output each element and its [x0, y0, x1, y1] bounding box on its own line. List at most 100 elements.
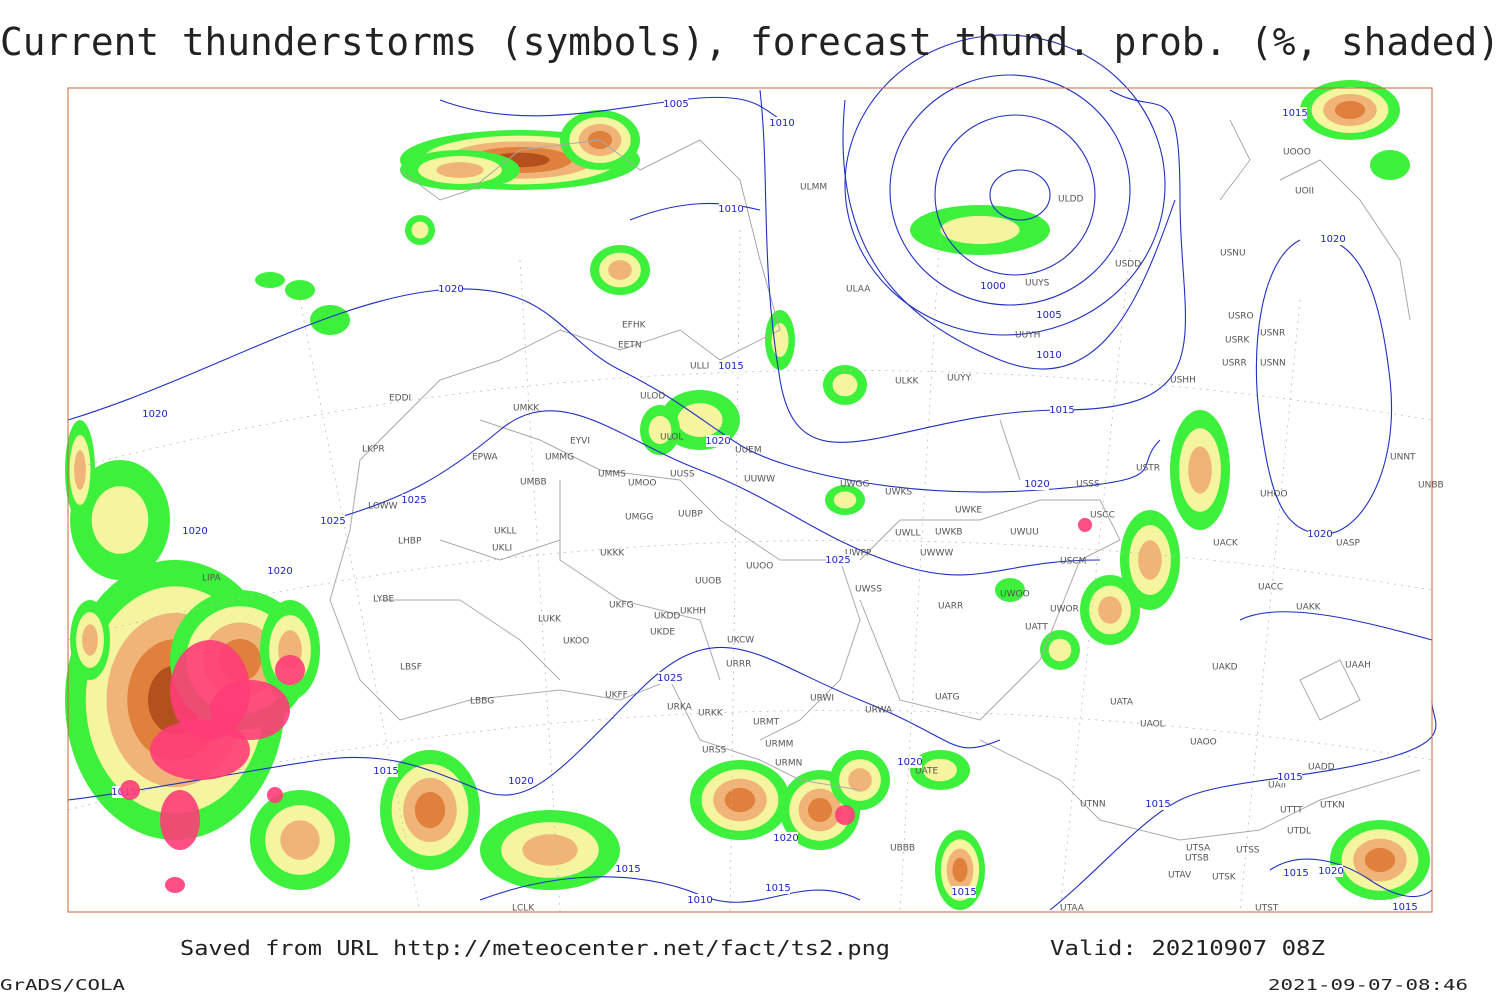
station-label: UTAV [1168, 871, 1192, 881]
station-label: UWLL [895, 529, 921, 539]
station-labels: ULMM ULAA ULDD UUYS USDD USNU UOII UOOO USRO USRK… [202, 148, 1444, 914]
station-label: UMMS [598, 470, 626, 480]
isobar-label: 1020 [438, 284, 463, 295]
probability-area [1188, 446, 1212, 494]
timestamp: 2021-09-07-08:46 [1268, 976, 1468, 994]
isobar-label-bg [719, 360, 743, 372]
station-label: UTST [1255, 904, 1279, 914]
software: GrADS/COLA [0, 976, 125, 994]
isobar-label-bg [374, 765, 398, 777]
station-label: UKFG [609, 601, 634, 611]
station-label: UWWW [920, 549, 953, 559]
isobar-label-bg [952, 886, 976, 898]
isobar-label-bg [981, 280, 1005, 292]
isobar-label: 1020 [508, 776, 533, 787]
probability-area [724, 787, 756, 813]
station-label: UKCW [727, 636, 754, 646]
isobar-label-bg [1284, 867, 1308, 879]
isobar-label-bg [183, 525, 207, 537]
station-label: UTTT [1280, 806, 1303, 816]
probability-area [411, 221, 429, 239]
station-label: UNBB [1418, 481, 1444, 491]
station-label: USRR [1222, 359, 1247, 369]
probability-area [280, 820, 320, 860]
station-label: USCM [1060, 557, 1086, 567]
station-label: URMM [765, 740, 793, 750]
station-label: ULOD [640, 392, 665, 402]
probability-area [414, 791, 446, 829]
station-label: UUYS [1025, 279, 1050, 289]
isobar-label-bg [268, 565, 292, 577]
station-label: USNU [1220, 249, 1246, 259]
thunderstorm-symbol [267, 787, 283, 803]
isobar-label: 1020 [705, 436, 730, 447]
station-label: UOOO [1283, 148, 1311, 158]
probability-area [74, 450, 86, 490]
isobar-label: 1005 [663, 99, 688, 110]
isobar-label-bg [826, 554, 850, 566]
station-label: UUOB [695, 577, 721, 587]
thunderstorm-symbols [120, 518, 1092, 893]
station-label: UARR [938, 602, 963, 612]
thunderstorm-symbol [150, 720, 250, 780]
station-label: UUSS [670, 470, 695, 480]
station-label: UASP [1336, 539, 1360, 549]
probability-area [940, 215, 1020, 245]
isobar-label: 1010 [687, 895, 712, 906]
isobar-label: 1025 [825, 555, 850, 566]
station-label: UATG [935, 693, 960, 703]
station-label: UTKN [1320, 801, 1345, 811]
station-label: UTSB [1185, 854, 1209, 864]
station-label: UUYH [1015, 331, 1040, 341]
isobar-label: 1015 [1392, 902, 1417, 913]
station-label: UWOO [1000, 590, 1030, 600]
probability-area [1334, 100, 1366, 120]
station-label: LHBP [398, 537, 422, 547]
borders [329, 119, 1421, 841]
station-label: UUOO [746, 562, 773, 572]
isobar-label: 1020 [267, 566, 292, 577]
isobar-label: 1015 [765, 883, 790, 894]
station-label: UKDD [654, 612, 680, 622]
isobar-label: 1000 [980, 281, 1005, 292]
station-label: LKPR [362, 445, 385, 455]
thunderstorm-symbol [275, 655, 305, 685]
station-label: UKLI [492, 544, 512, 554]
thunderstorm-symbol [165, 877, 185, 893]
station-label: USSS [1076, 480, 1100, 490]
isobar-label-bg [1278, 771, 1302, 783]
isobar-label: 1020 [1307, 529, 1332, 540]
isobar-label: 1020 [1024, 479, 1049, 490]
station-label: URKA [667, 703, 693, 713]
station-label: UAKD [1212, 663, 1238, 673]
station-label: URWA [865, 706, 893, 716]
station-label: EETN [618, 341, 642, 351]
isobar-label: 1020 [182, 526, 207, 537]
probability-area [1138, 540, 1162, 580]
isobar-label: 1015 [1283, 868, 1308, 879]
station-label: UUBP [678, 510, 703, 520]
isobar-label: 1020 [1318, 866, 1343, 877]
station-label: UBBB [890, 844, 915, 854]
station-label: UATE [915, 767, 939, 777]
station-label: UWUU [1010, 528, 1039, 538]
map-frame [67, 87, 1433, 913]
station-label: USCC [1090, 511, 1115, 521]
thunderstorm-symbol [210, 680, 290, 740]
thunderstorm-symbol [835, 805, 855, 825]
probability-area [285, 280, 315, 300]
isobar-label-bg [1146, 798, 1170, 810]
station-label: ULDD [1058, 195, 1084, 205]
isobar-label-bg [706, 435, 730, 447]
station-label: UWKB [935, 528, 963, 538]
isobar-label-bg [1037, 309, 1061, 321]
isobar-label: 1015 [1277, 772, 1302, 783]
station-label: UUWW [744, 475, 775, 485]
station-label: USTR [1136, 464, 1160, 474]
isobar-label: 1010 [1036, 350, 1061, 361]
isobar-label: 1025 [320, 516, 345, 527]
title: Current thunderstorms (symbols), forecas… [0, 20, 1500, 64]
thunderstorm-symbol [1078, 518, 1092, 532]
station-label: UAKK [1296, 603, 1322, 613]
station-label: LBSF [400, 663, 422, 673]
